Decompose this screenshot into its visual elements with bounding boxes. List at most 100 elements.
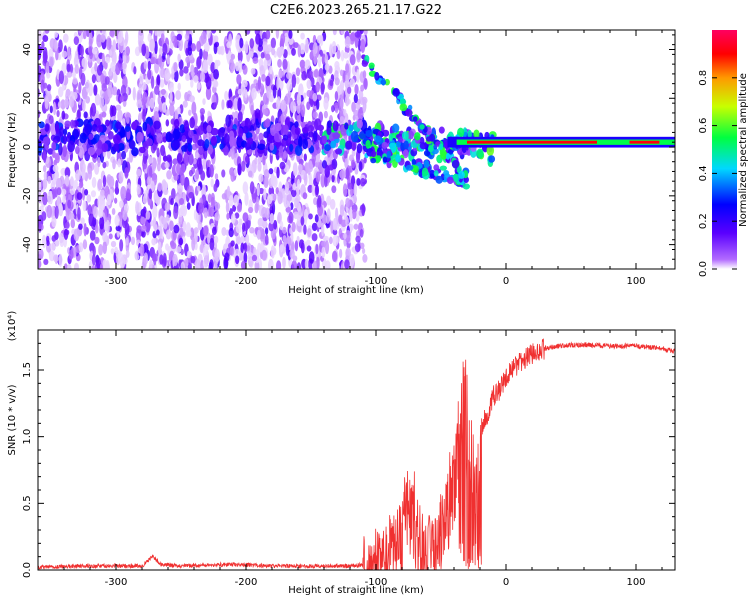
heatmap-cell [286,72,292,79]
heatmap-cell [399,104,407,112]
heatmap-cell [62,145,67,157]
heatmap-cell [476,149,483,159]
heatmap-cell [190,256,195,264]
heatmap-cell [158,54,162,67]
heatmap-cell [426,136,432,141]
heatmap-cell [135,201,139,214]
heatmap-cell [211,197,215,209]
heatmap-cell [327,120,332,128]
heatmap-cell [360,85,364,92]
heatmap-cell [261,52,265,59]
heatmap-cell [350,78,355,87]
heatmap-cell [224,91,228,101]
heatmap-cell [207,233,210,244]
heatmap-cell [178,208,182,217]
heatmap-cell [355,243,361,252]
heatmap-cell [70,176,73,185]
heatmap-cell [42,35,48,42]
heatmap-cell [201,114,204,122]
heatmap-cell [258,143,266,150]
heatmap-cell [229,130,234,141]
heatmap-cell [121,151,126,160]
snr-ticks: -300 -200 -100 0 1000.00.51.01.5 [22,330,675,588]
heatmap-cell [143,252,148,264]
heatmap-cell [277,47,283,58]
heatmap-cell [252,255,257,262]
heatmap-cell [332,251,337,262]
heatmap-cell [109,30,114,37]
heatmap-cell [360,178,366,187]
heatmap-cell [173,225,179,234]
heatmap-cell [86,194,91,202]
heatmap-cell [88,133,93,140]
heatmap-cell [53,102,56,115]
heatmap-cell [395,155,401,162]
heatmap-cell [187,202,191,210]
heatmap-cell [105,120,110,127]
heatmap-cell [77,207,81,220]
heatmap-cell [177,34,182,41]
heatmap-cell [230,247,235,256]
heatmap-cell [226,202,229,213]
figure-title: C2E6.2023.265.21.17.G22 [270,3,442,18]
heatmap-cell [331,175,334,182]
heatmap-cell [177,153,182,163]
y-tick-label: -20 [22,188,33,204]
heatmap-cell [286,244,289,256]
heatmap-cell [339,249,342,258]
heatmap-cell [143,92,148,105]
heatmap-cell [347,87,351,94]
heatmap-cell [224,133,230,144]
heatmap-cell [335,77,340,85]
heatmap-cell [343,109,346,116]
heatmap-cell [296,77,300,84]
heatmap-cell [52,235,57,242]
heatmap-cell [288,30,292,39]
heatmap-cell [349,211,353,222]
heatmap-cell [197,186,200,192]
heatmap-cell [258,76,261,90]
heatmap-cell [123,55,127,63]
heatmap-cell [251,68,256,75]
heatmap-cell [141,44,146,56]
heatmap-cell [304,153,307,161]
heatmap-cell [106,38,111,50]
heatmap-cell [297,179,300,191]
heatmap-cell [75,169,81,181]
heatmap-cell [84,189,88,195]
heatmap-cell [111,241,116,248]
heatmap-cell [355,236,360,243]
heatmap-cell [147,156,153,163]
heatmap-cell [335,148,342,154]
heatmap-cell [47,84,51,91]
heatmap-cell [271,38,276,49]
heatmap-cell [344,259,350,269]
heatmap-cell [301,216,305,226]
heatmap-cell [61,189,66,196]
heatmap-cell [198,147,204,155]
heatmap-cell [115,63,120,75]
heatmap-cell [43,51,48,64]
heatmap-cell [345,141,352,150]
heatmap-cell [88,46,92,56]
heatmap-cell [215,202,220,210]
x-tick-label: 100 [626,276,645,287]
heatmap-cell [276,260,281,272]
heatmap-cell [308,213,313,219]
heatmap-cell [98,244,103,256]
heatmap-cell [334,61,339,69]
heatmap-cell [374,72,379,81]
heatmap-cell [244,242,247,252]
heatmap-cell [422,167,428,176]
heatmap-cell [392,124,399,133]
heatmap-cell [47,176,51,184]
heatmap-cell [285,181,289,194]
heatmap-cell [376,155,382,162]
heatmap-cell [298,136,302,147]
heatmap-cell [56,110,59,117]
heatmap-cell [88,213,94,226]
heatmap-cell [154,26,157,36]
heatmap-cell [54,41,58,52]
heatmap-cell [112,159,116,170]
